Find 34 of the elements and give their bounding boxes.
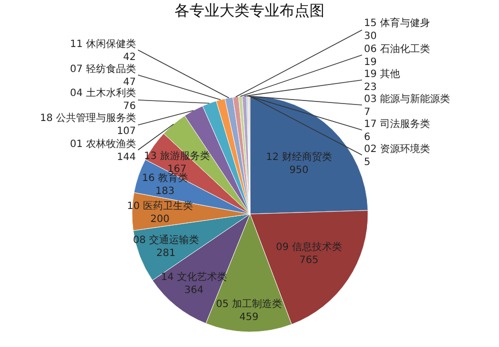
data-label: 200	[150, 214, 170, 225]
slice-label: 03 能源与新能源类	[364, 93, 450, 105]
slice-label: 05 加工制造类	[216, 298, 282, 310]
data-label: 183	[155, 186, 174, 197]
data-label: 42	[123, 52, 136, 63]
data-label: 459	[239, 312, 258, 323]
slice-label: 06 石油化工类	[364, 43, 430, 55]
data-label: 765	[299, 255, 318, 266]
slice-label: 11 休闲保健类	[70, 38, 136, 50]
slice-label: 18 公共管理与服务类	[40, 112, 136, 124]
slice-label: 15 体育与健身	[364, 17, 430, 29]
data-label: 19	[364, 57, 377, 68]
slice-label: 12 财经商贸类	[266, 151, 332, 163]
data-label: 364	[184, 285, 204, 296]
slice-label: 07 轻纺食品类	[70, 63, 136, 75]
data-label: 7	[364, 107, 370, 118]
slice-label: 19 其他	[364, 68, 400, 80]
data-label: 23	[364, 82, 377, 93]
data-label: 30	[364, 31, 377, 42]
slice-label: 01 农林牧渔类	[70, 138, 136, 150]
slice-label: 17 司法服务类	[364, 118, 430, 130]
data-label: 281	[156, 248, 176, 259]
data-label: 76	[123, 101, 136, 112]
slice-label: 16 教育类	[142, 172, 188, 184]
data-label: 950	[289, 165, 308, 176]
slice-label: 09 信息技术类	[276, 241, 342, 253]
slice-label: 04 土木水利类	[70, 87, 136, 99]
data-label: 107	[116, 126, 136, 137]
slice-label: 02 资源环境类	[364, 143, 430, 155]
chart-title: 各专业大类专业布点图	[174, 2, 324, 20]
data-label: 6	[364, 132, 370, 143]
data-label: 144	[116, 152, 136, 163]
data-label: 5	[364, 157, 370, 168]
data-label: 47	[123, 77, 136, 88]
